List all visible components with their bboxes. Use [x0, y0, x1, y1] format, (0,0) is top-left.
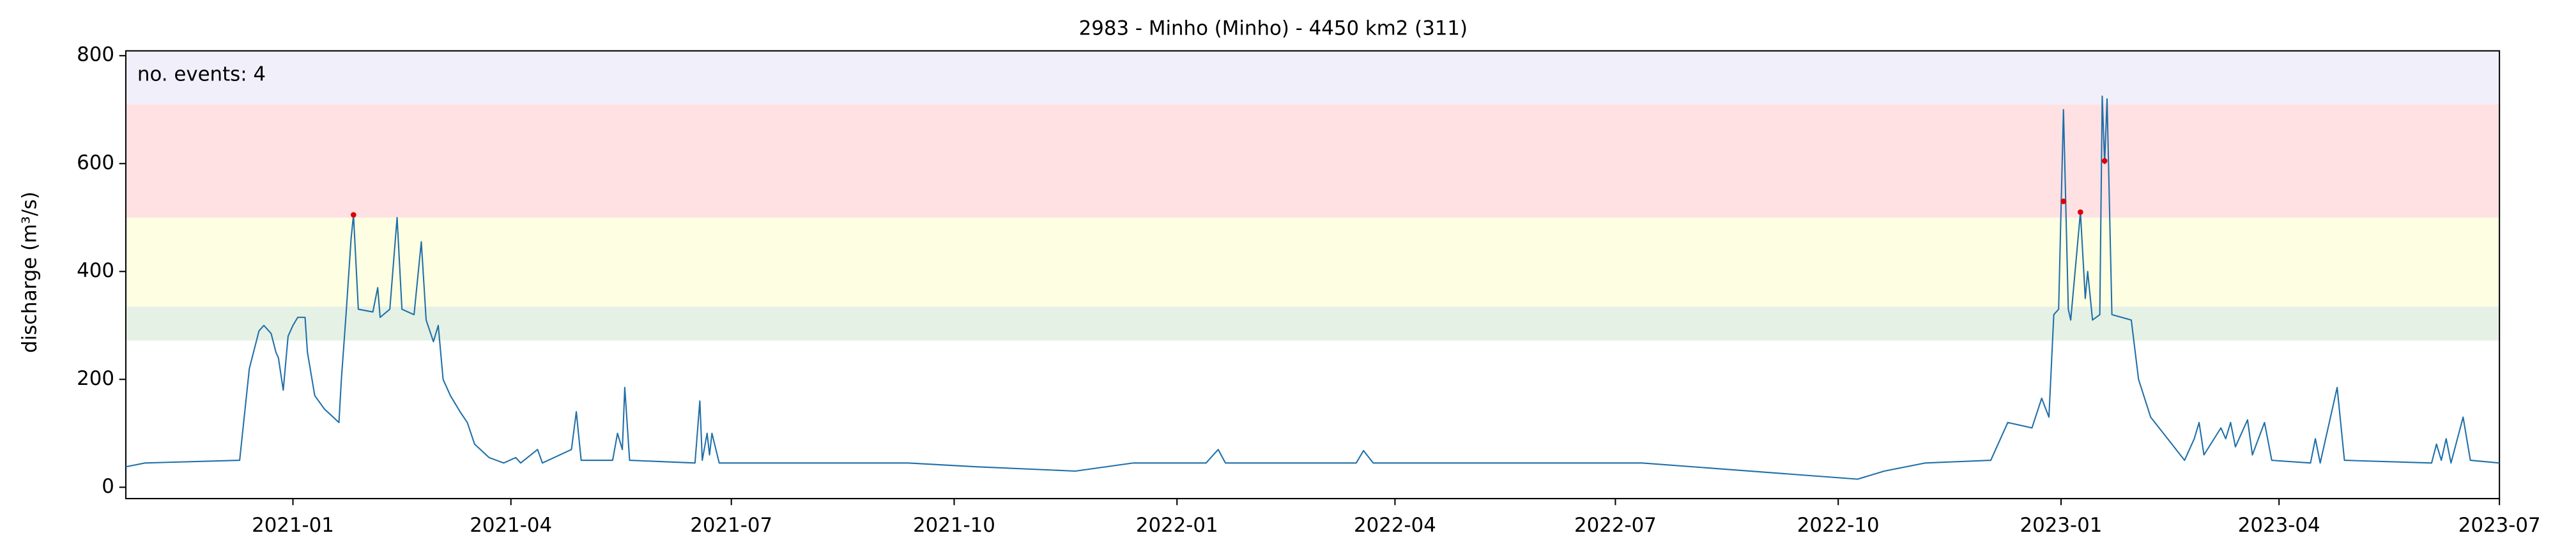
x-tick-label: 2022-07: [1574, 514, 1657, 537]
threshold-band: [125, 104, 2500, 218]
threshold-band: [125, 306, 2500, 341]
event-point: [350, 212, 356, 218]
axes-frame: [125, 50, 2501, 500]
threshold-band: [125, 217, 2500, 307]
x-tick-label: 2022-10: [1797, 514, 1880, 537]
discharge-line: [125, 95, 2500, 480]
y-tick-label: 600: [77, 151, 114, 174]
x-tick-label: 2021-01: [252, 514, 334, 537]
x-tick-label: 2021-04: [470, 514, 552, 537]
y-tick-label: 0: [102, 475, 114, 498]
event-point: [2101, 158, 2108, 164]
x-tick-label: 2023-01: [2020, 514, 2103, 537]
plot-area: [125, 50, 2500, 341]
chart-title: 2983 - Minho (Minho) - 4450 km2 (311): [1079, 17, 1468, 40]
y-axis-label: discharge (m³/s): [18, 192, 41, 353]
annotation: no. events: 4: [137, 63, 266, 86]
threshold-band: [125, 50, 2500, 105]
y-tick-label: 800: [77, 43, 114, 66]
x-tick-label: 2023-07: [2458, 514, 2541, 537]
event-point: [2060, 199, 2067, 204]
x-tick-label: 2021-10: [913, 514, 995, 537]
x-tick-label: 2022-04: [1354, 514, 1436, 537]
x-tick-label: 2023-04: [2238, 514, 2320, 537]
x-tick-label: 2021-07: [690, 514, 772, 537]
y-tick-label: 200: [77, 367, 114, 390]
x-tick-label: 2022-01: [1136, 514, 1218, 537]
event-point: [2077, 209, 2083, 215]
y-tick-label: 400: [77, 259, 114, 282]
